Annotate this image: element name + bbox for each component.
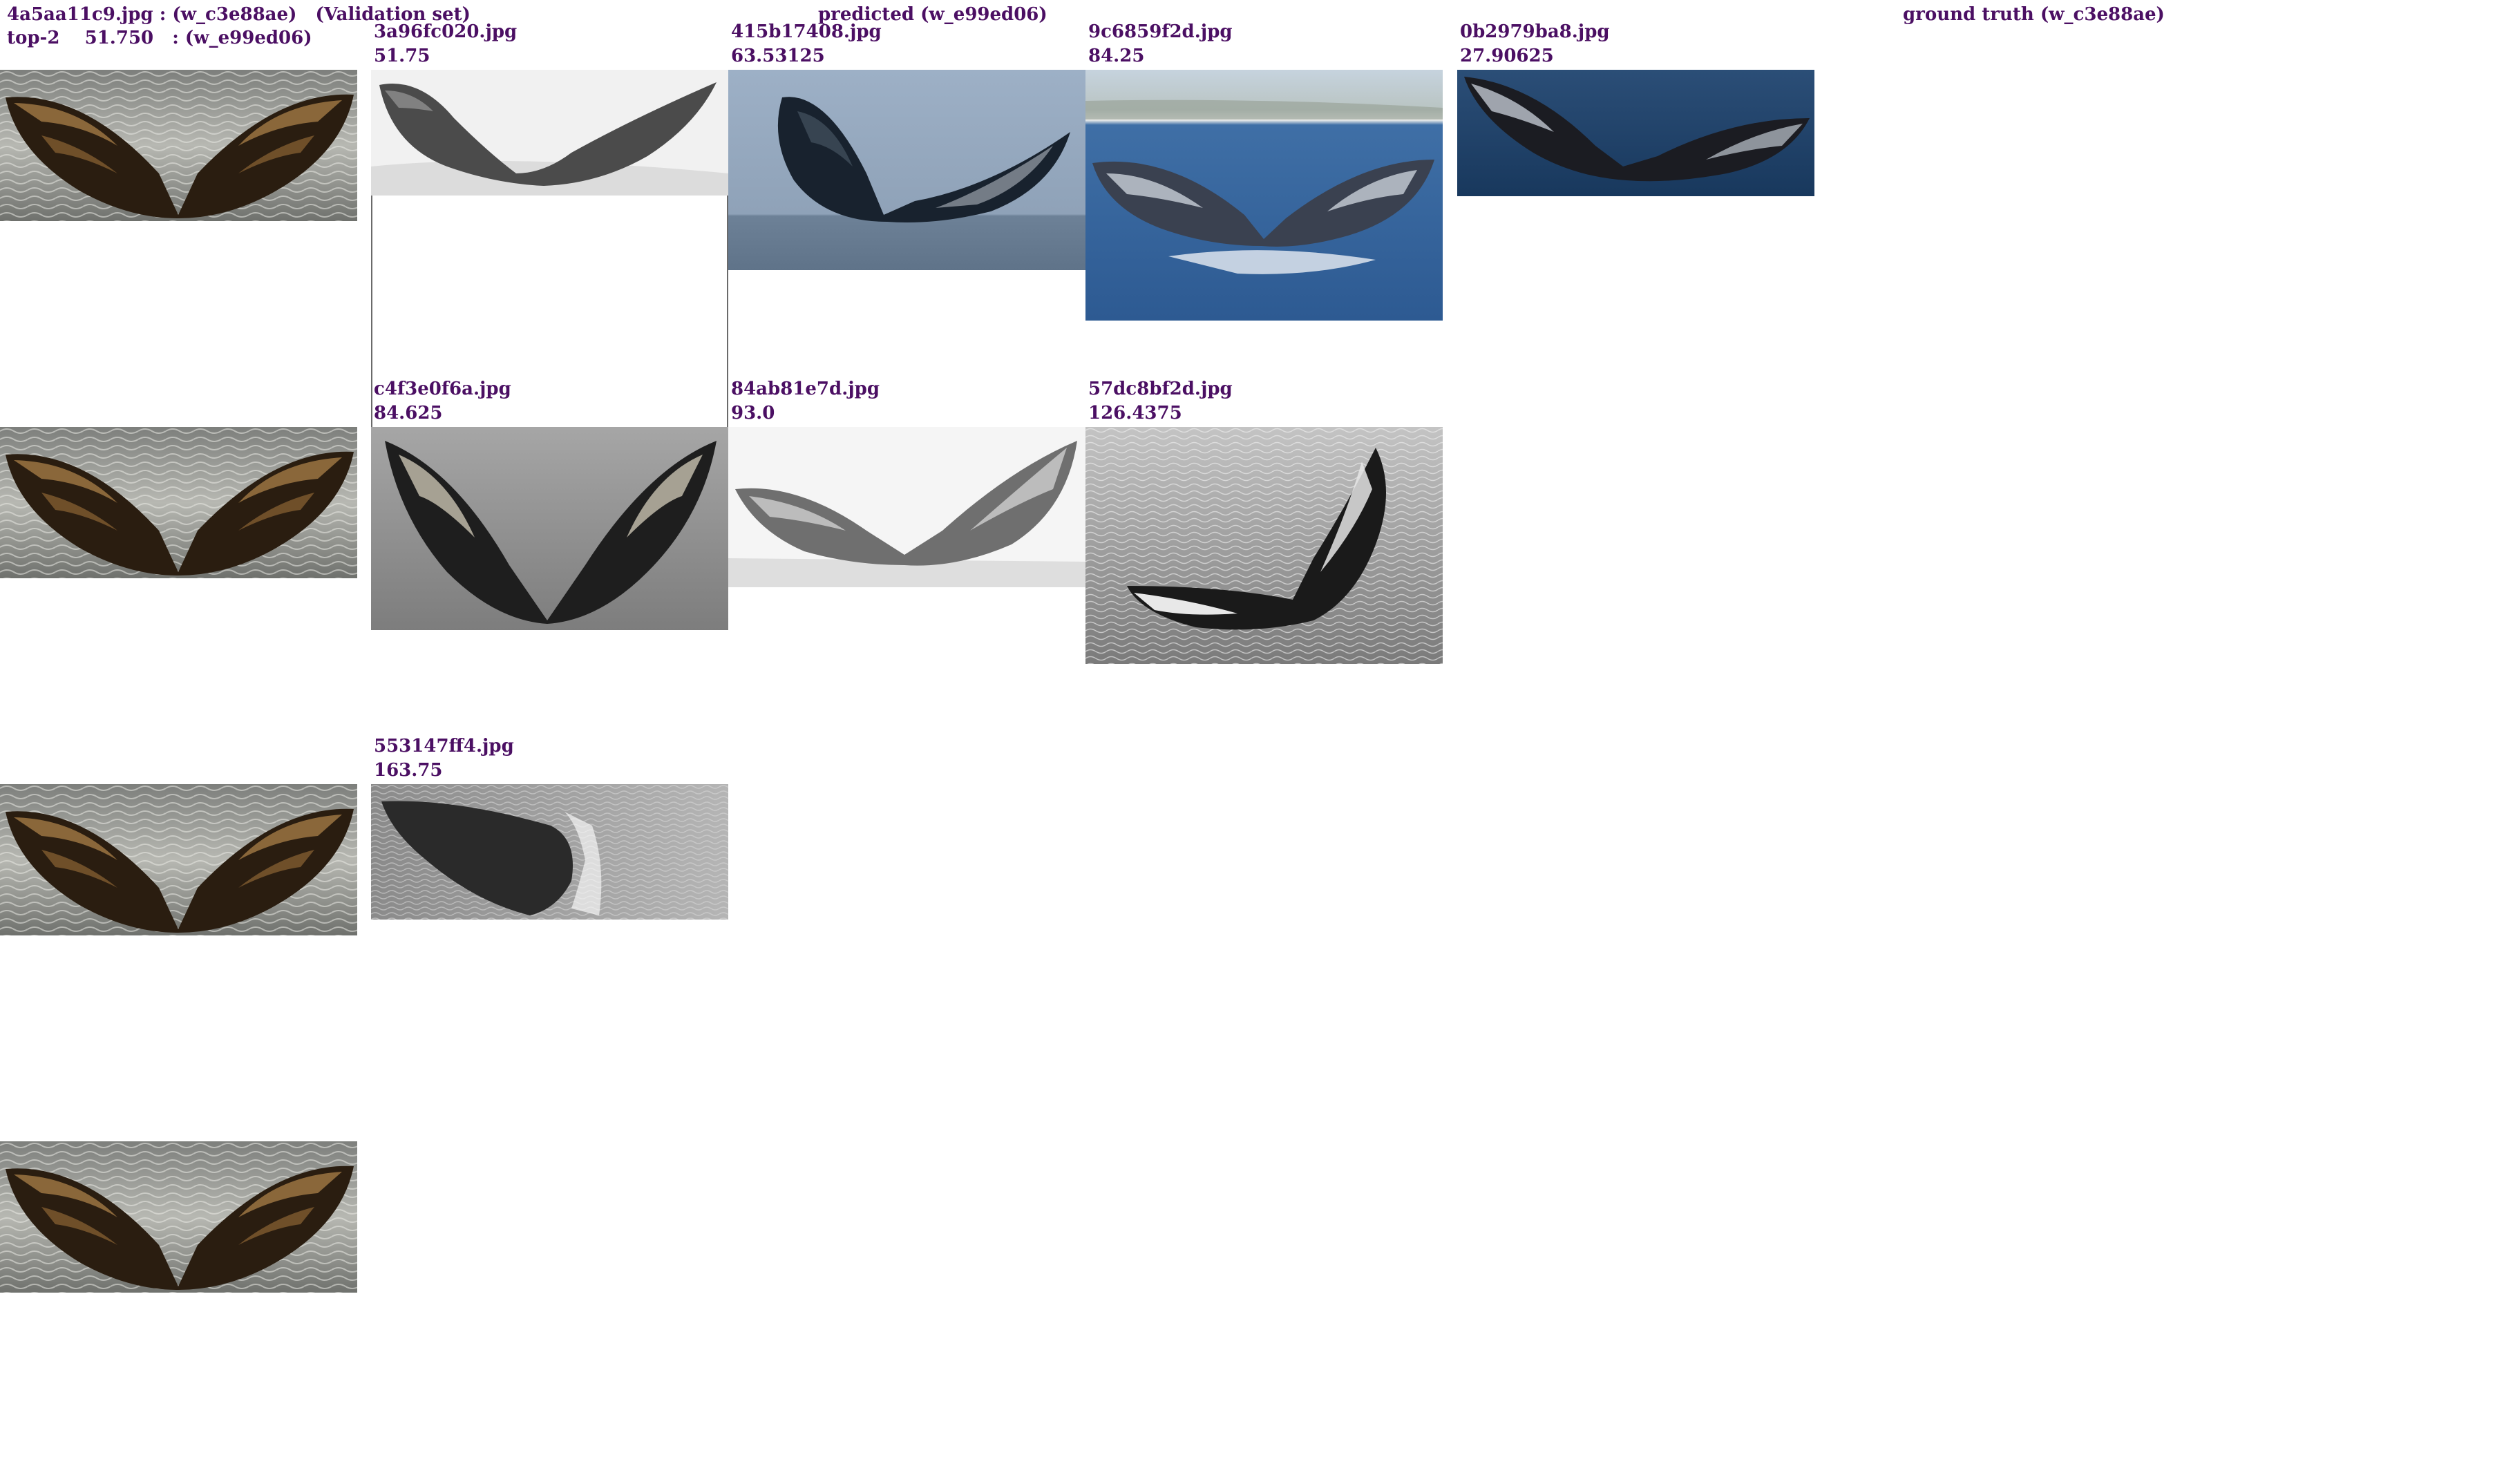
query-header-line-2: top-2 51.750 : (w_e99ed06): [7, 28, 312, 48]
predicted-3-image[interactable]: [1085, 70, 1443, 321]
predicted-2-score: 63.53125: [731, 46, 825, 66]
ground-truth-column-title: ground truth (w_c3e88ae): [1903, 4, 2165, 25]
predicted-4-score: 84.625: [374, 403, 443, 424]
predicted-5-score: 93.0: [731, 403, 775, 424]
predicted-6-image[interactable]: [1085, 427, 1443, 664]
predicted-3-filename: 9c6859f2d.jpg: [1088, 21, 1233, 42]
predicted-4-filename: c4f3e0f6a.jpg: [374, 379, 511, 399]
query-image-row-4: [0, 1141, 357, 1293]
predicted-6-filename: 57dc8bf2d.jpg: [1088, 379, 1233, 399]
match-outline-right: [727, 70, 728, 427]
ground-truth-1-image[interactable]: [1457, 70, 1814, 196]
query-image-row-1: [0, 70, 357, 221]
query-image-row-3: [0, 784, 357, 935]
predicted-1-score: 51.75: [374, 46, 430, 66]
predicted-3-score: 84.25: [1088, 46, 1145, 66]
query-image-row-2: [0, 427, 357, 578]
predicted-1-image[interactable]: [371, 70, 728, 196]
predicted-6-score: 126.4375: [1088, 403, 1182, 424]
predicted-7-image[interactable]: [371, 784, 728, 920]
predicted-1-filename: 3a96fc020.jpg: [374, 21, 518, 42]
predicted-2-filename: 415b17408.jpg: [731, 21, 882, 42]
ground-truth-1-score: 27.90625: [1460, 46, 1554, 66]
predicted-5-filename: 84ab81e7d.jpg: [731, 379, 880, 399]
predicted-7-filename: 553147ff4.jpg: [374, 736, 514, 757]
predicted-column-title: predicted (w_e99ed06): [818, 4, 1047, 25]
predicted-5-image[interactable]: [728, 427, 1085, 587]
match-outline-left: [371, 70, 372, 427]
predicted-4-image[interactable]: [371, 427, 728, 630]
query-header-line-1: 4a5aa11c9.jpg : (w_c3e88ae) (Validation …: [7, 4, 471, 25]
predicted-2-image[interactable]: [728, 70, 1085, 270]
ground-truth-1-filename: 0b2979ba8.jpg: [1460, 21, 1610, 42]
predicted-7-score: 163.75: [374, 760, 443, 781]
